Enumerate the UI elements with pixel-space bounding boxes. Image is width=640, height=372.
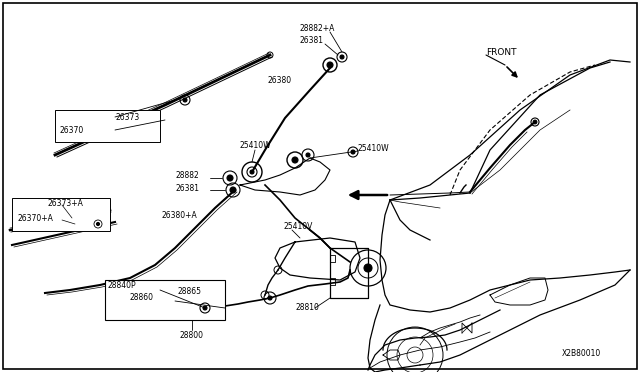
- Bar: [105, 280, 225, 320]
- Text: 26370+A: 26370+A: [18, 214, 54, 222]
- Circle shape: [227, 175, 233, 181]
- Circle shape: [306, 153, 310, 157]
- Text: 26373: 26373: [115, 112, 140, 122]
- Bar: [12, 198, 110, 231]
- Text: 26370: 26370: [60, 125, 84, 135]
- Circle shape: [203, 306, 207, 310]
- Bar: [55, 110, 160, 142]
- Circle shape: [230, 187, 236, 193]
- Text: 25410W: 25410W: [240, 141, 271, 150]
- Text: 26380+A: 26380+A: [162, 211, 198, 219]
- Text: 28882+A: 28882+A: [300, 23, 335, 32]
- Text: 26373+A: 26373+A: [48, 199, 84, 208]
- Text: 25410W: 25410W: [358, 144, 390, 153]
- Text: 28810: 28810: [295, 304, 319, 312]
- Text: FRONT: FRONT: [486, 48, 516, 57]
- Circle shape: [364, 264, 372, 272]
- Text: 25410V: 25410V: [283, 221, 312, 231]
- Text: 28800: 28800: [180, 330, 204, 340]
- Text: 28860: 28860: [130, 294, 154, 302]
- Circle shape: [250, 170, 254, 174]
- Circle shape: [292, 157, 298, 163]
- Circle shape: [533, 120, 537, 124]
- Text: 28865: 28865: [178, 288, 202, 296]
- Text: 28840P: 28840P: [108, 280, 136, 289]
- Text: 26381: 26381: [300, 35, 324, 45]
- Circle shape: [351, 150, 355, 154]
- Bar: [75, 218, 100, 230]
- Circle shape: [268, 296, 272, 300]
- Circle shape: [97, 222, 99, 225]
- Text: 26381: 26381: [176, 183, 200, 192]
- Circle shape: [327, 62, 333, 68]
- Circle shape: [183, 98, 187, 102]
- Circle shape: [340, 55, 344, 59]
- Text: 26380: 26380: [268, 76, 292, 84]
- Text: 28882: 28882: [176, 170, 200, 180]
- Text: X2B80010: X2B80010: [562, 350, 601, 359]
